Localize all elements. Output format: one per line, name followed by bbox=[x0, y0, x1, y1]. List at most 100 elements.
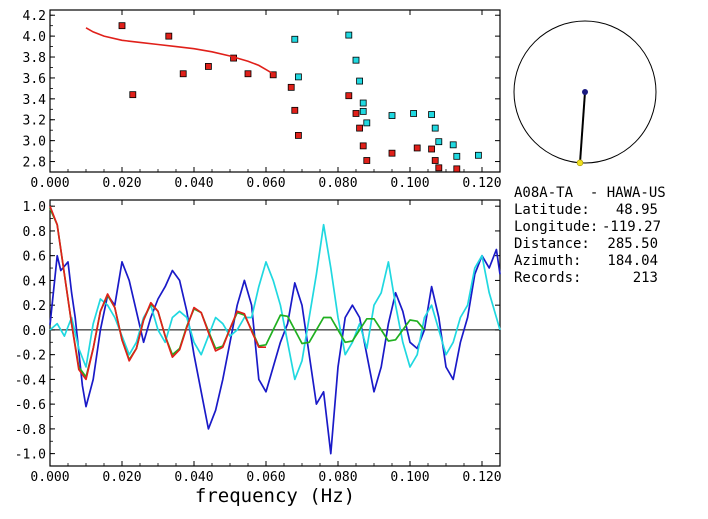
red-square-point bbox=[363, 157, 371, 164]
info-row-azimuth: Azimuth: 184.04 bbox=[514, 253, 666, 270]
y-tick-label: 3.4 bbox=[23, 93, 47, 108]
info-value: -119.27 bbox=[602, 219, 662, 235]
station-info-panel: A08A-TA - HAWA-US Latitude: 48.95 Longitu… bbox=[514, 185, 666, 287]
cyan-square-point bbox=[359, 107, 367, 115]
bottom-plot-frame bbox=[49, 199, 501, 467]
info-label: Distance: bbox=[514, 236, 590, 252]
red-square-point bbox=[435, 164, 443, 172]
cyan-square-point bbox=[388, 112, 396, 119]
x-tick-label: 0.040 bbox=[174, 470, 213, 485]
red-square-point bbox=[345, 92, 353, 100]
cyan-square-point bbox=[291, 35, 299, 43]
cyan-square-point bbox=[428, 111, 436, 118]
red-square-point bbox=[129, 91, 137, 99]
spectrum-series-4 bbox=[49, 205, 266, 381]
info-value: 48.95 bbox=[615, 202, 658, 218]
x-tick-label: 0.000 bbox=[30, 176, 69, 191]
info-row-records: Records: 213 bbox=[514, 270, 666, 287]
info-label: Records: bbox=[514, 270, 582, 286]
y-tick-label: -0.4 bbox=[15, 373, 46, 388]
red-square-point bbox=[118, 22, 126, 30]
y-tick-label: -1.0 bbox=[15, 448, 46, 463]
info-value: 213 bbox=[632, 270, 658, 286]
model-curve bbox=[85, 27, 274, 75]
red-square-point bbox=[428, 145, 436, 153]
info-row-longitude: Longitude: -119.27 bbox=[514, 219, 666, 236]
red-square-point bbox=[269, 71, 277, 79]
y-tick-label: 4.2 bbox=[23, 9, 46, 24]
y-tick-label: 3.8 bbox=[23, 51, 46, 66]
azimuth-compass bbox=[513, 20, 657, 167]
y-tick-label: 3.6 bbox=[23, 72, 46, 87]
red-square-point bbox=[291, 106, 299, 114]
red-square-point bbox=[179, 70, 187, 78]
info-label: Azimuth: bbox=[514, 253, 582, 269]
spectrum-series-2 bbox=[49, 223, 501, 381]
red-square-point bbox=[356, 124, 364, 132]
red-square-point bbox=[359, 142, 367, 150]
y-tick-label: 3.0 bbox=[23, 135, 46, 150]
x-tick-label: 0.120 bbox=[462, 176, 501, 191]
cyan-square-point bbox=[435, 138, 443, 146]
red-square-point bbox=[287, 83, 295, 91]
cyan-square-point bbox=[410, 110, 418, 117]
spectra-line-panel: 1.0 0.8 0.6 0.4 0.2 0.0 -0.2 -0.4 -0.6 -0.8 -1.0 0… bbox=[15, 199, 502, 507]
compass-circle bbox=[513, 20, 657, 164]
x-tick-label: 0.020 bbox=[102, 176, 141, 191]
red-square-point bbox=[352, 110, 360, 117]
info-value: 184.04 bbox=[607, 253, 658, 269]
y-tick-label: 0.6 bbox=[23, 250, 46, 265]
info-value: 285.50 bbox=[607, 236, 658, 252]
red-square-point bbox=[244, 70, 252, 78]
cyan-square-point bbox=[352, 56, 360, 64]
y-tick-label: 0.2 bbox=[23, 299, 46, 314]
y-tick-label: -0.8 bbox=[15, 423, 46, 438]
x-tick-label: 0.120 bbox=[462, 470, 501, 485]
event-dot bbox=[576, 159, 584, 167]
y-tick-label: 4.0 bbox=[23, 30, 46, 45]
cyan-square-point bbox=[453, 152, 461, 160]
x-tick-label: 0.100 bbox=[390, 470, 429, 485]
info-label: Longitude: bbox=[514, 219, 599, 235]
y-tick-label: 3.2 bbox=[23, 114, 46, 129]
y-tick-label: 2.8 bbox=[23, 156, 46, 171]
red-square-point bbox=[413, 144, 421, 152]
x-tick-label: 0.080 bbox=[318, 176, 357, 191]
y-tick-label: -0.2 bbox=[15, 349, 46, 364]
station-dot bbox=[582, 89, 588, 95]
x-tick-label: 0.060 bbox=[246, 470, 285, 485]
red-square-point bbox=[204, 63, 212, 70]
red-square-point bbox=[388, 149, 396, 157]
cyan-square-point bbox=[345, 31, 353, 39]
x-tick-label: 0.020 bbox=[102, 470, 141, 485]
y-tick-label: 0.0 bbox=[23, 324, 46, 339]
x-tick-label: 0.080 bbox=[318, 470, 357, 485]
y-tick-label: 1.0 bbox=[23, 200, 46, 215]
y-tick-label: -0.6 bbox=[15, 398, 46, 413]
y-tick-label: 0.8 bbox=[23, 225, 46, 240]
red-square-point bbox=[431, 157, 439, 164]
spectrum-series-1 bbox=[49, 248, 501, 455]
cyan-square-point bbox=[363, 119, 371, 127]
dispersion-scatter-panel: 2.8 3.0 3.2 3.4 3.6 3.8 4.0 4.2 0.000 0.020 0.040… bbox=[23, 9, 502, 191]
red-square-point bbox=[294, 132, 302, 139]
station-title: A08A-TA - HAWA-US bbox=[514, 185, 666, 201]
cyan-square-point bbox=[356, 77, 364, 85]
info-label: Latitude: bbox=[514, 202, 590, 218]
x-tick-label: 0.060 bbox=[246, 176, 285, 191]
x-tick-label: 0.100 bbox=[390, 176, 429, 191]
azimuth-needle bbox=[579, 91, 586, 163]
top-plot-frame bbox=[49, 9, 501, 173]
info-row-latitude: Latitude: 48.95 bbox=[514, 202, 666, 219]
x-tick-label: 0.040 bbox=[174, 176, 213, 191]
cyan-square-point bbox=[474, 151, 482, 159]
x-tick-label: 0.000 bbox=[30, 470, 69, 485]
cyan-square-point bbox=[359, 99, 367, 107]
spectrum-series-3 bbox=[49, 208, 426, 378]
x-axis-label: frequency (Hz) bbox=[195, 485, 355, 507]
cyan-square-point bbox=[431, 124, 439, 132]
info-row-distance: Distance: 285.50 bbox=[514, 236, 666, 253]
red-square-point bbox=[165, 32, 173, 40]
cyan-square-point bbox=[449, 141, 457, 149]
